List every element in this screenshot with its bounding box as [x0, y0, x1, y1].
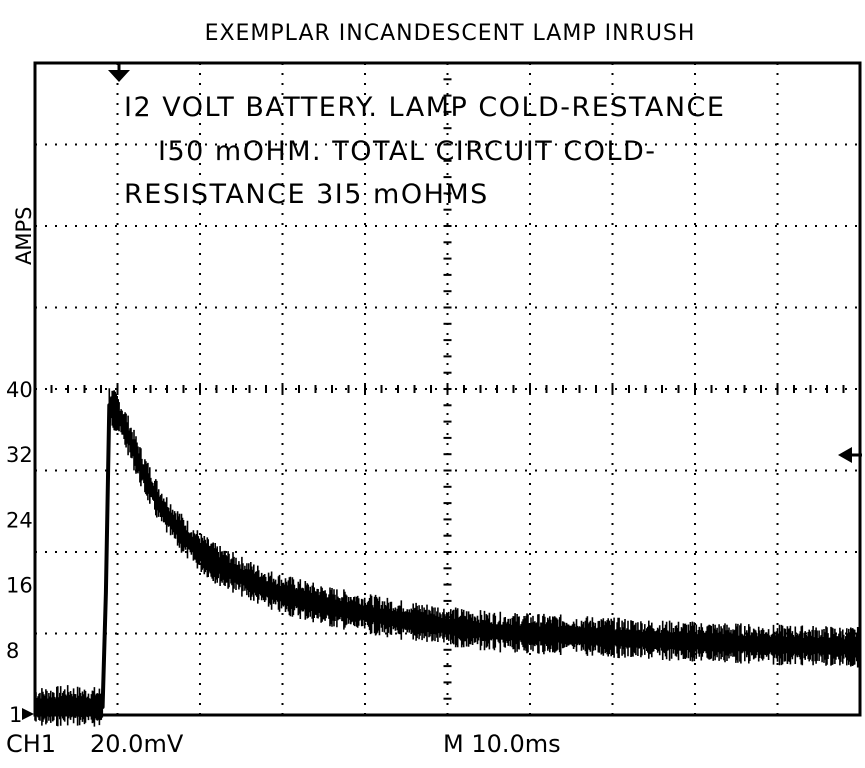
y-tick-label: 8 [6, 639, 19, 663]
trace-noise [34, 388, 861, 727]
trigger-level-marker-icon [838, 447, 852, 463]
y-tick-labels: 40 32 24 16 8 [6, 378, 33, 663]
y-tick-label: 16 [6, 574, 33, 598]
channel-readout: CH1 [6, 730, 56, 758]
plot-frame [33, 61, 862, 717]
y-tick-label: 40 [6, 378, 33, 402]
trace-noise-band [34, 388, 861, 727]
ground-marker-arrow-icon [22, 708, 34, 720]
annotation-line-2: I50 mOHM. TOTAL CIRCUIT COLD- [158, 136, 657, 167]
chart-title: EXEMPLAR INCANDESCENT LAMP INRUSH [205, 21, 696, 46]
timebase-readout: M 10.0ms [443, 730, 561, 758]
trigger-marker-icon [108, 70, 130, 82]
y-tick-label: 32 [6, 443, 33, 467]
y-tick-label: 24 [6, 508, 33, 532]
annotation: I2 VOLT BATTERY. LAMP COLD-RESTANCE I50 … [124, 92, 725, 210]
series-current-trace [35, 403, 861, 709]
annotation-line-3: RESISTANCE 3I5 mOHMS [124, 179, 489, 210]
annotation-line-1: I2 VOLT BATTERY. LAMP COLD-RESTANCE [124, 92, 725, 123]
graticule-grid [34, 62, 861, 716]
y-axis-label: AMPS [12, 207, 36, 265]
volts-per-div-readout: 20.0mV [90, 730, 184, 758]
ground-marker: 1 [9, 703, 22, 727]
